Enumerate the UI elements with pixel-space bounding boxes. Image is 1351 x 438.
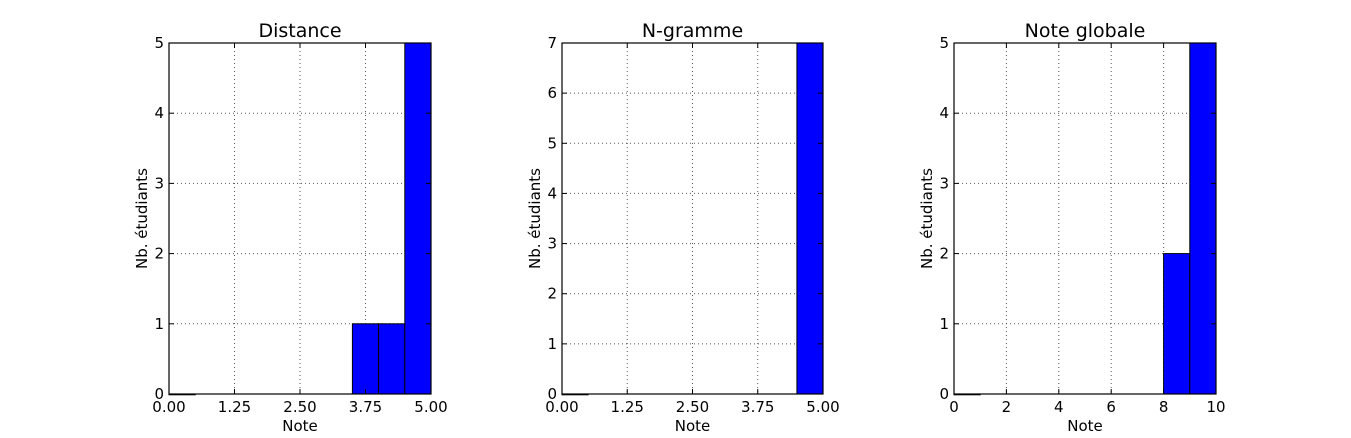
y-tick-label: 3 [547,235,557,253]
x-tick-label: 6 [1106,398,1116,416]
y-axis-label: Nb. étudiants [133,168,151,269]
x-tick-label: 8 [1159,398,1169,416]
histogram-bar [1189,42,1217,395]
x-tick-label: 0 [949,398,959,416]
y-tick-label: 0 [154,385,164,403]
y-tick-label: 1 [547,335,557,353]
x-tick-label: 5.00 [414,398,447,416]
chart-n-gramme: 0.00 1.25 2.50 3.75 5.00 0 1 2 3 4 5 6 7 N-gramme Note… [526,20,840,435]
y-tick-label: 5 [547,134,557,152]
y-tick-label: 0 [547,385,557,403]
x-tick-label: 4 [1054,398,1064,416]
x-axis-label: Note [675,417,711,435]
y-tick-label: 1 [154,315,164,333]
y-tick-label: 2 [547,285,557,303]
x-tick-label: 3.75 [349,398,382,416]
y-axis-label: Nb. étudiants [918,168,936,269]
chart-title: Note globale [1025,20,1146,42]
y-tick-label: 4 [939,104,949,122]
chart-title: N-gramme [642,20,743,42]
x-axis-label: Note [1067,417,1103,435]
chart-distance: 0.00 1.25 2.50 3.75 5.00 0 1 2 3 4 5 Distance Note Nb… [133,20,448,435]
chart-title: Distance [258,20,341,42]
y-tick-label: 3 [939,174,949,192]
x-tick-label: 3.75 [741,398,774,416]
chart-note-globale: 0 2 4 6 8 10 0 1 2 3 4 5 Note globale Note Nb. étudian… [918,20,1226,435]
x-tick-label: 2.50 [676,398,709,416]
x-tick-label: 2.50 [283,398,316,416]
x-axis-label: Note [282,417,318,435]
y-tick-label: 2 [939,245,949,263]
x-tick-label: 5.00 [806,398,839,416]
x-tick-label: 10 [1206,398,1225,416]
y-tick-label: 6 [547,84,557,102]
histogram-bar [378,323,406,395]
y-axis-label: Nb. étudiants [526,168,544,269]
y-tick-label: 3 [154,174,164,192]
x-tick-label: 0.00 [152,398,185,416]
x-tick-label: 0.00 [545,398,578,416]
histogram-bar [351,323,380,395]
y-tick-label: 7 [547,34,557,52]
histogram-bar [404,42,432,395]
axes-frame [953,42,1217,395]
y-tick-label: 4 [547,184,557,202]
y-tick-label: 5 [154,34,164,52]
x-tick-label: 2 [1002,398,1012,416]
y-tick-label: 4 [154,104,164,122]
histogram-bar [796,42,824,395]
x-tick-label: 1.25 [611,398,644,416]
y-tick-label: 5 [939,34,949,52]
x-tick-label: 1.25 [218,398,251,416]
histogram-bar [1163,253,1191,395]
y-tick-label: 1 [939,315,949,333]
y-tick-label: 2 [154,245,164,263]
y-tick-label: 0 [939,385,949,403]
